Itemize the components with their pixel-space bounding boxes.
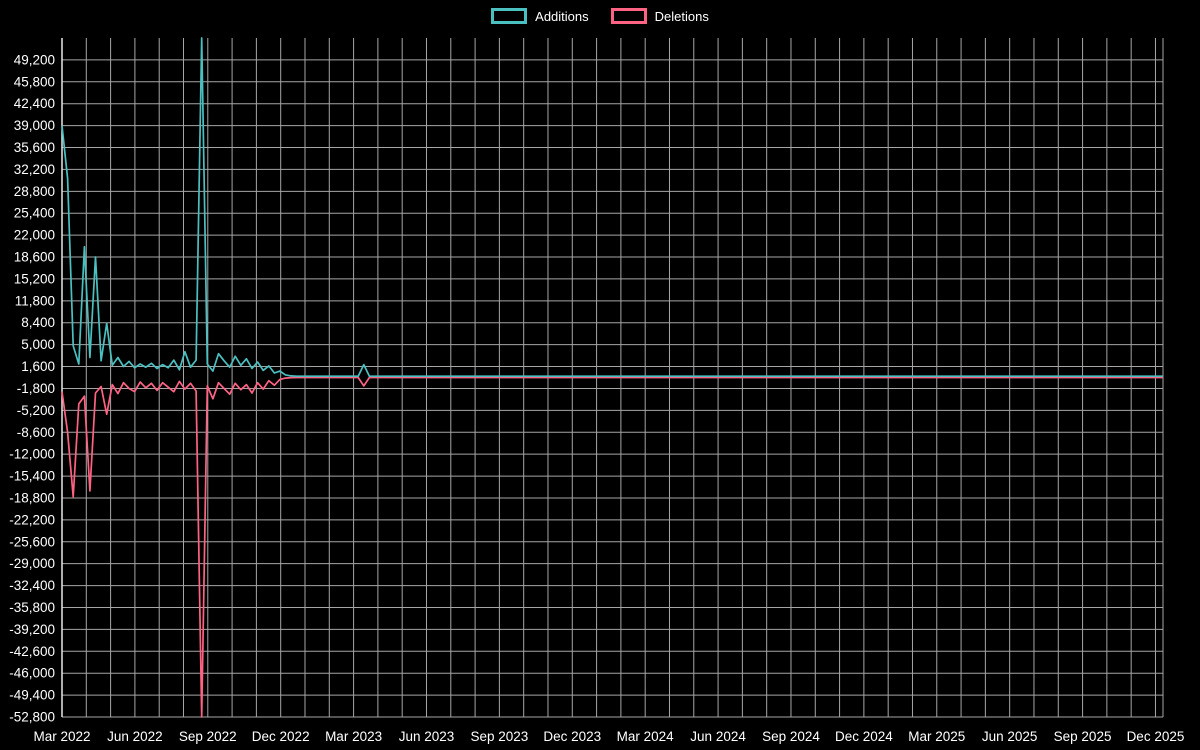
x-axis-labels: Mar 2022 Jun 2022 Sep 2022 Dec 2022 Mar 2023… [33,729,1184,744]
x-tick-label: Jun 2025 [982,729,1038,744]
y-tick-label: -39,200 [9,622,55,637]
x-tick-label: Sep 2022 [179,729,237,744]
y-tick-label: 8,400 [21,315,55,330]
y-tick-label: -35,800 [9,600,55,615]
y-tick-label: -29,000 [9,556,55,571]
x-tick-label: Sep 2023 [470,729,528,744]
x-tick-label: Sep 2025 [1054,729,1112,744]
deletions-line [61,376,1163,718]
x-tick-label: Sep 2024 [762,729,820,744]
y-tick-label: -18,800 [9,490,55,505]
x-tick-label: Mar 2022 [33,729,90,744]
y-tick-label: -42,600 [9,644,55,659]
legend-item-additions[interactable]: Additions [491,8,589,24]
x-tick-label: Jun 2022 [107,729,163,744]
y-tick-label: -32,400 [9,578,55,593]
additions-line [61,37,1163,378]
legend-label-deletions: Deletions [654,8,709,24]
y-tick-label: -49,400 [9,688,55,703]
legend-label-additions: Additions [535,8,589,24]
x-tick-label: Jun 2023 [399,729,455,744]
y-tick-label: 35,600 [14,140,55,155]
x-tick-label: Dec 2022 [252,729,310,744]
y-axis-labels: -52,800 -49,400 -46,000 -42,600 -39,200 -35,8… [9,52,55,724]
legend-item-deletions[interactable]: Deletions [610,8,709,24]
y-tick-label: 18,600 [14,250,55,265]
y-tick-label: 22,000 [14,228,55,243]
additions-swatch-icon [491,8,528,24]
y-tick-label: -1,800 [17,381,55,396]
x-tick-label: Dec 2025 [1127,729,1185,744]
x-tick-label: Mar 2025 [908,729,965,744]
y-tick-label: -46,000 [9,666,55,681]
y-tick-label: 25,400 [14,206,55,221]
y-tick-label: -8,600 [17,425,55,440]
y-tick-label: 42,400 [14,96,55,111]
y-tick-label: -22,200 [9,512,55,527]
y-tick-label: -15,400 [9,469,55,484]
y-tick-label: -12,000 [9,447,55,462]
y-tick-label: 28,800 [14,184,55,199]
y-tick-label: 15,200 [14,271,55,286]
y-tick-label: 11,800 [15,293,55,308]
x-tick-label: Jun 2024 [690,729,746,744]
x-tick-label: Dec 2024 [835,729,893,744]
x-tick-label: Mar 2024 [617,729,675,744]
y-tick-label: -25,600 [9,534,55,549]
y-tick-label: 45,800 [14,74,55,89]
y-tick-label: -5,200 [17,403,55,418]
y-tick-label: 5,000 [21,337,55,352]
y-tick-label: -52,800 [9,710,55,725]
x-tick-label: Mar 2023 [325,729,382,744]
chart-legend: Additions Deletions [0,8,1200,24]
y-tick-label: 49,200 [14,52,55,67]
y-tick-label: 32,200 [14,162,55,177]
y-tick-label: 1,600 [21,359,55,374]
x-tick-label: Dec 2023 [543,729,601,744]
y-tick-label: 39,000 [14,118,55,133]
deletions-swatch-icon [610,8,647,24]
